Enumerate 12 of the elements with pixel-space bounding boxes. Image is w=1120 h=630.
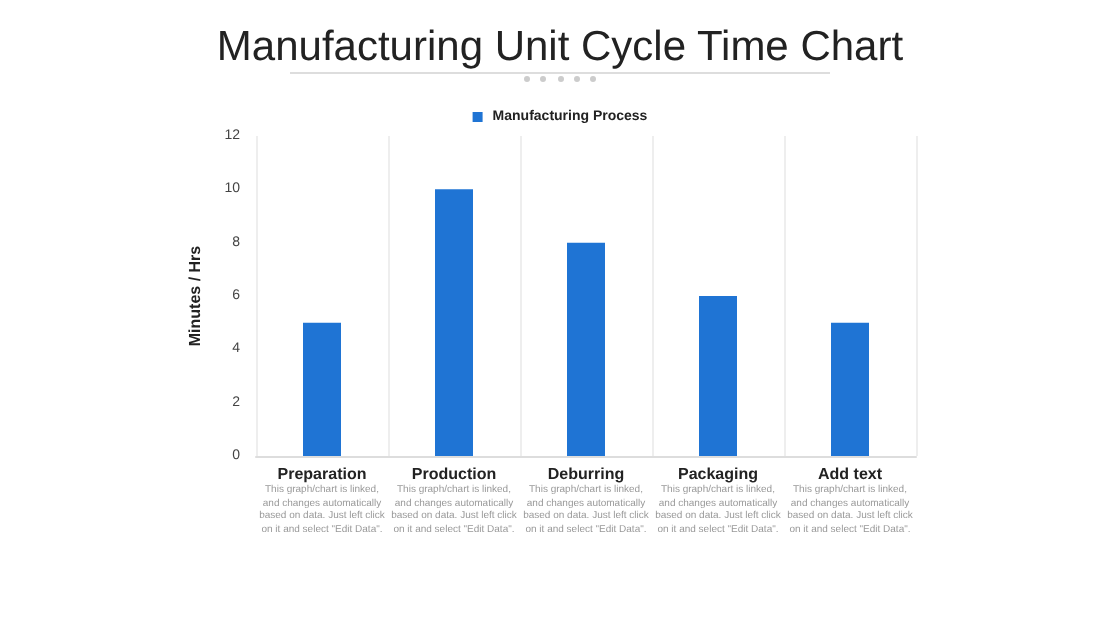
x-tick-label: Preparation xyxy=(277,465,367,483)
bar xyxy=(303,322,341,456)
bar xyxy=(831,322,869,456)
x-tick-label: Deburring xyxy=(547,465,625,483)
bar xyxy=(699,296,737,456)
x-tick-label: Add text xyxy=(818,465,883,483)
x-tick-label: Production xyxy=(411,465,497,483)
x-tick-label: Packaging xyxy=(677,465,759,483)
y-axis-title: Minutes / Hrs xyxy=(185,244,204,347)
chart-title: Manufacturing Unit Cycle Time Chart xyxy=(214,24,906,72)
bar xyxy=(567,242,605,456)
bar xyxy=(435,189,473,456)
